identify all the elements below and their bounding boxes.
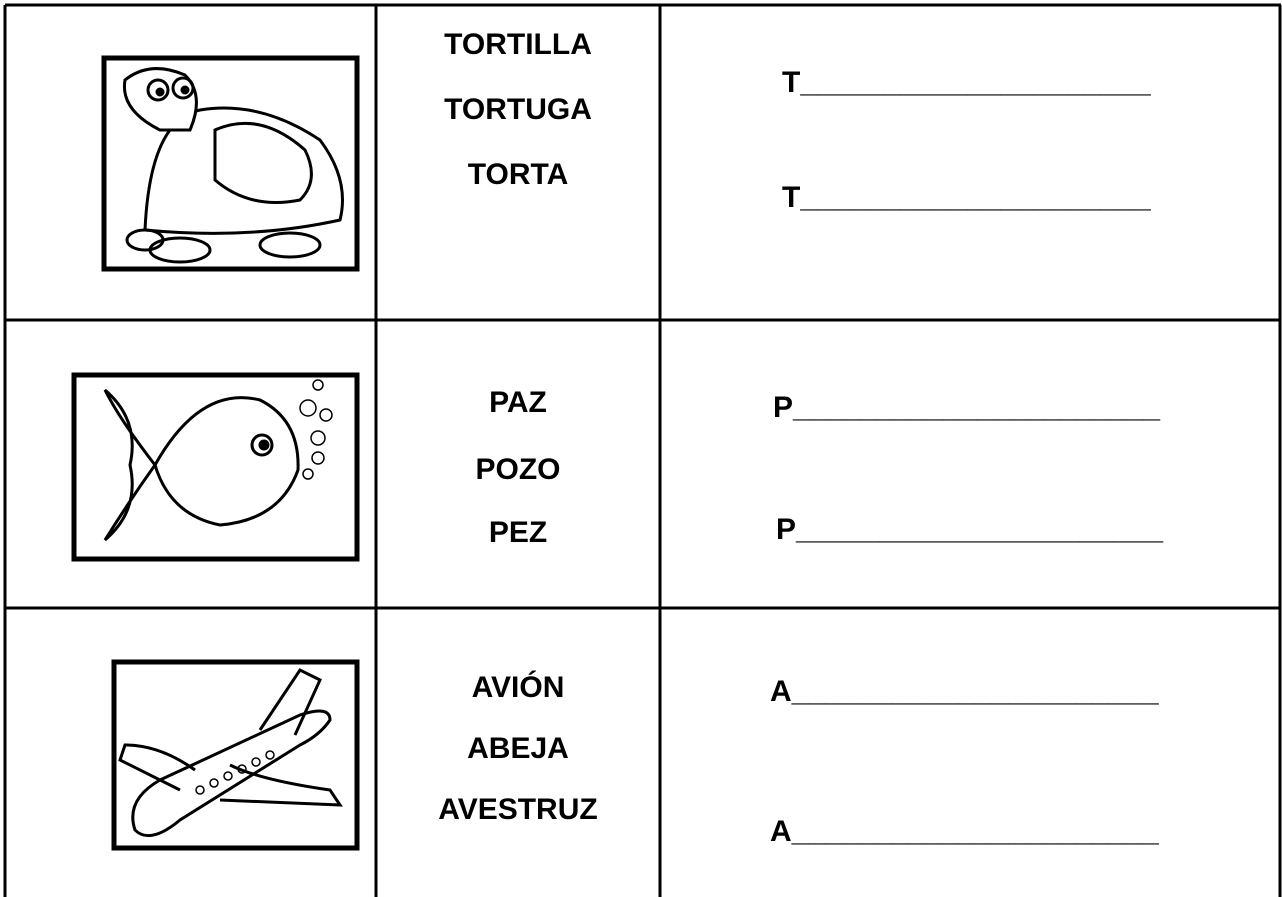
answer-line: A______________________ [770,815,1159,848]
word-option: TORTUGA [444,93,592,126]
fish-picture [71,372,360,562]
answer-line: T_____________________ [782,181,1151,214]
answer-line: P______________________ [773,391,1161,424]
answer-line: A______________________ [770,675,1159,708]
word-option: ABEJA [467,732,569,765]
word-option: TORTILLA [444,28,592,61]
word-option: AVESTRUZ [438,793,598,826]
answer-line: P______________________ [776,513,1164,546]
word-option: PAZ [489,386,547,419]
turtle-picture [101,55,360,272]
airplane-picture [111,659,360,851]
word-option: POZO [475,453,561,486]
word-option: TORTA [467,158,569,191]
word-option: PEZ [488,516,548,549]
word-option: AVIÓN [471,671,565,704]
answer-line: T_____________________ [782,66,1151,99]
